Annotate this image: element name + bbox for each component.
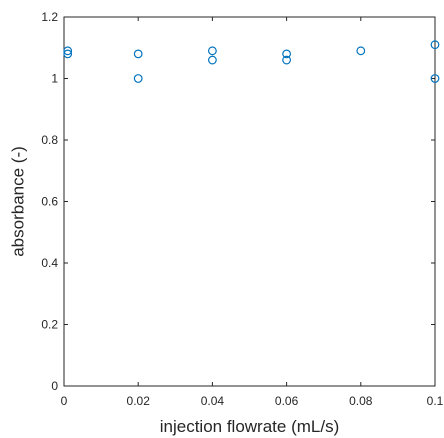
plot-area xyxy=(63,16,436,387)
data-points xyxy=(63,40,440,83)
y-tick-label: 0.2 xyxy=(41,318,58,332)
y-tick-label: 0.4 xyxy=(41,256,58,270)
data-point xyxy=(63,46,73,56)
x-axis: 0 0.02 0.04 0.06 0.08 0.1 xyxy=(61,17,444,408)
y-axis-label: absorbance (-) xyxy=(8,146,27,257)
y-tick-label: 0.6 xyxy=(41,195,58,209)
y-axis: 0 0.2 0.4 0.6 0.8 1 1.2 xyxy=(41,10,435,393)
y-tick-label: 0.8 xyxy=(41,133,58,147)
y-tick-label: 1.2 xyxy=(41,10,58,24)
data-point xyxy=(63,49,73,59)
x-tick-label: 0.02 xyxy=(127,394,151,408)
x-tick-label: 0.06 xyxy=(275,394,299,408)
x-tick-label: 0.1 xyxy=(427,394,444,408)
x-tick-label: 0.08 xyxy=(349,394,373,408)
data-point xyxy=(430,74,440,83)
y-tick-label: 1 xyxy=(51,72,58,86)
plot-frame xyxy=(63,16,436,387)
data-point xyxy=(207,55,217,65)
data-point xyxy=(430,40,440,50)
data-point xyxy=(133,74,143,83)
x-tick-label: 0.04 xyxy=(201,394,225,408)
data-point xyxy=(282,49,292,59)
x-axis-label: injection flowrate (mL/s) xyxy=(160,417,340,436)
data-point xyxy=(356,46,366,56)
y-tick-label: 0 xyxy=(51,379,58,393)
data-point xyxy=(133,49,143,59)
x-tick-label: 0 xyxy=(61,394,68,408)
data-point xyxy=(282,55,292,65)
data-point xyxy=(207,46,217,56)
